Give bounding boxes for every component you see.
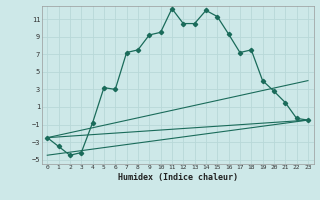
X-axis label: Humidex (Indice chaleur): Humidex (Indice chaleur) — [118, 173, 237, 182]
